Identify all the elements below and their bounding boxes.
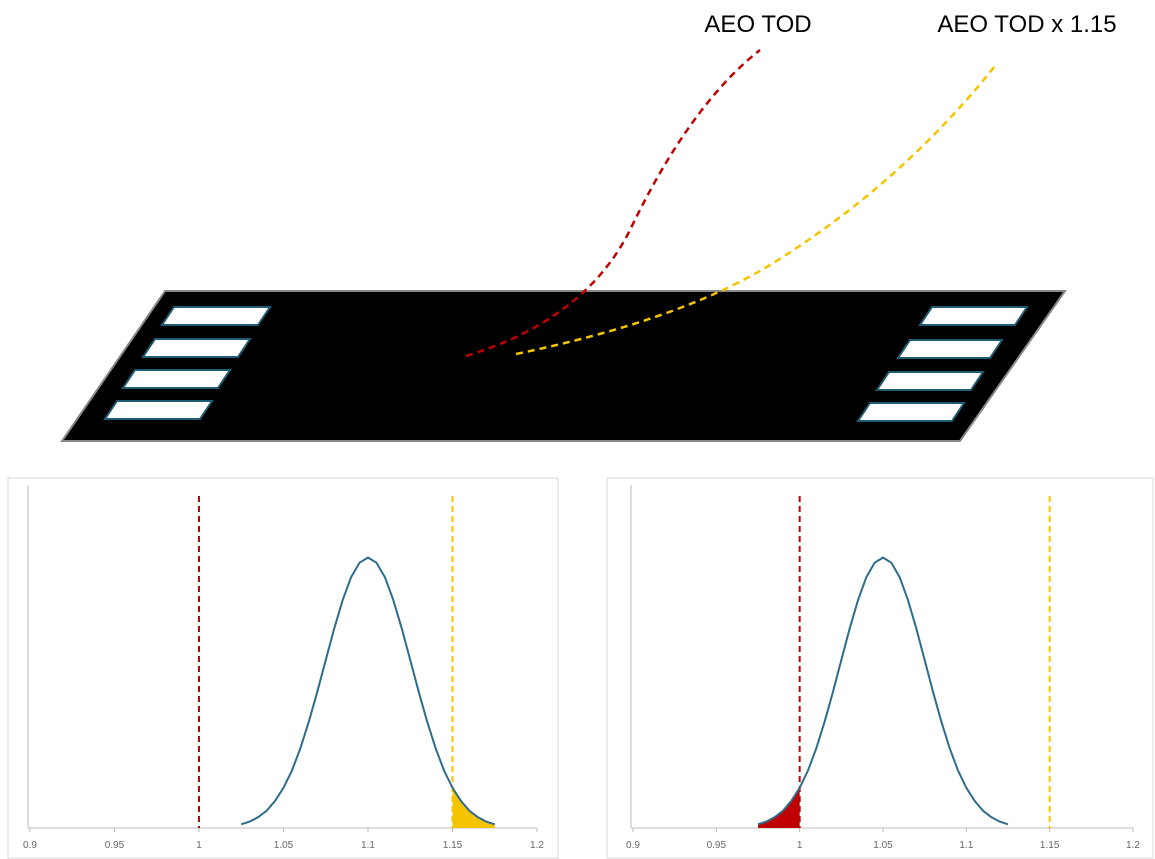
x-tick-label: 1.1 <box>959 840 973 851</box>
x-tick-label: 1.2 <box>1126 840 1140 851</box>
label-aeo-tod-115: AEO TOD x 1.15 <box>937 11 1116 38</box>
x-tick-label: 1.1 <box>361 840 375 851</box>
x-tick-label: 1.15 <box>443 840 463 851</box>
page: AEO TOD AEO TOD x 1.15 0.9 0.95 1 1.05 1.1 1.… <box>0 0 1155 859</box>
x-tick-label: 1 <box>196 840 202 851</box>
chart-panel <box>8 478 558 858</box>
x-tick-label: 1.15 <box>1040 840 1060 851</box>
distribution-curve <box>758 558 1008 825</box>
x-tick-label: 1.2 <box>530 840 544 851</box>
x-tick-label: 0.9 <box>626 840 640 851</box>
x-tick-label: 0.95 <box>105 840 125 851</box>
x-tick-label: 0.95 <box>707 840 727 851</box>
distribution-curve <box>241 558 495 825</box>
x-tick-label: 1 <box>797 840 803 851</box>
label-aeo-tod: AEO TOD <box>704 11 811 38</box>
x-tick-label: 1.05 <box>873 840 893 851</box>
chart-panel <box>607 478 1153 858</box>
x-tick-label: 1.05 <box>274 840 294 851</box>
x-tick-label: 0.9 <box>23 840 37 851</box>
